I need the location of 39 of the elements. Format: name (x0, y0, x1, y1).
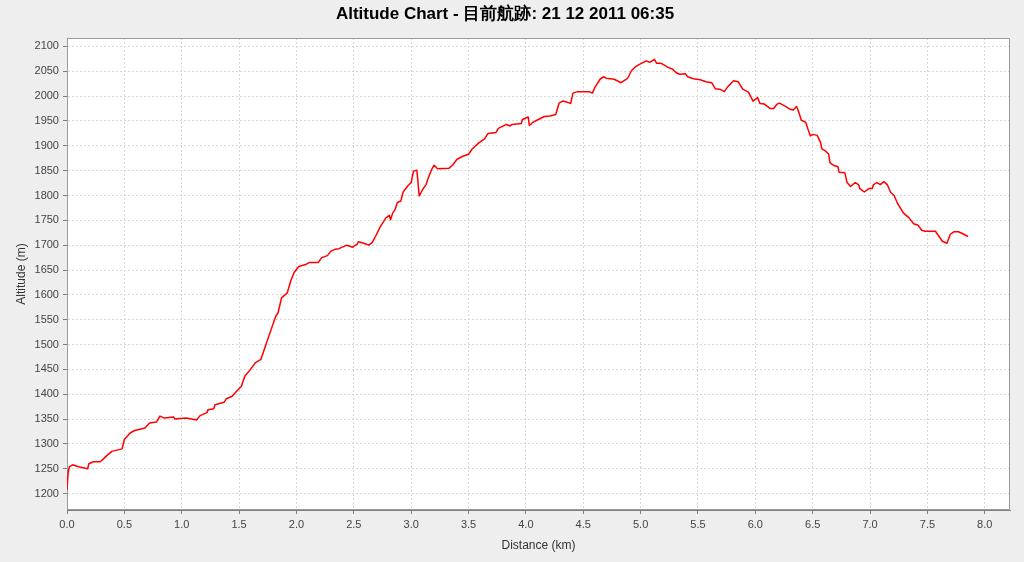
y-tick-label: 1950 (34, 114, 59, 126)
y-tick-label: 1200 (34, 486, 59, 499)
y-tick-label: 1650 (34, 263, 59, 276)
y-tick-label: 2050 (34, 64, 59, 77)
y-tick-label: 1300 (34, 436, 59, 449)
x-axis-title: Distance (km) (501, 538, 576, 553)
x-tick-label: 2.0 (288, 517, 305, 530)
y-tick-label: 1400 (34, 387, 59, 400)
y-tick-label: 1900 (34, 138, 59, 151)
x-tick-label: 3.5 (460, 517, 477, 530)
x-tick-label: 6.5 (805, 517, 821, 530)
y-tick-label: 1450 (34, 362, 59, 375)
x-tick-label: 8.0 (977, 517, 993, 530)
x-tick-label: 0.5 (116, 517, 133, 530)
y-tick-label: 1350 (34, 412, 59, 425)
x-tick-label: 5.0 (632, 517, 649, 530)
x-tick-label: 1.5 (231, 517, 247, 530)
y-tick-label: 1700 (34, 238, 59, 251)
y-tick-label: 2000 (34, 89, 59, 102)
x-tick-label: 6.0 (747, 517, 763, 530)
chart-title: Altitude Chart - 目前航跡: 21 12 2011 06:35 (335, 3, 675, 23)
x-tick-label: 4.5 (575, 517, 591, 530)
x-tick-label: 7.0 (862, 517, 878, 530)
y-tick-label: 1600 (34, 287, 59, 300)
x-tick-label: 1.0 (174, 517, 190, 530)
y-tick-label: 1250 (34, 461, 59, 474)
y-tick-label: 1800 (34, 188, 59, 201)
y-tick-label: 1850 (34, 163, 59, 176)
x-tick-label: 7.5 (919, 517, 936, 530)
x-tick-label: 4.0 (518, 517, 534, 530)
y-tick-label: 1500 (34, 337, 59, 350)
x-tick-label: 2.5 (346, 517, 362, 530)
x-tick-label: 3.0 (403, 517, 419, 530)
y-tick-label: 1750 (34, 213, 59, 226)
y-tick-label: 2100 (34, 39, 59, 52)
y-tick-label: 1550 (34, 312, 59, 325)
x-tick-label: 0.0 (59, 517, 75, 530)
y-axis-title: Altitude (m) (13, 243, 28, 305)
x-tick-label: 5.5 (690, 517, 706, 530)
